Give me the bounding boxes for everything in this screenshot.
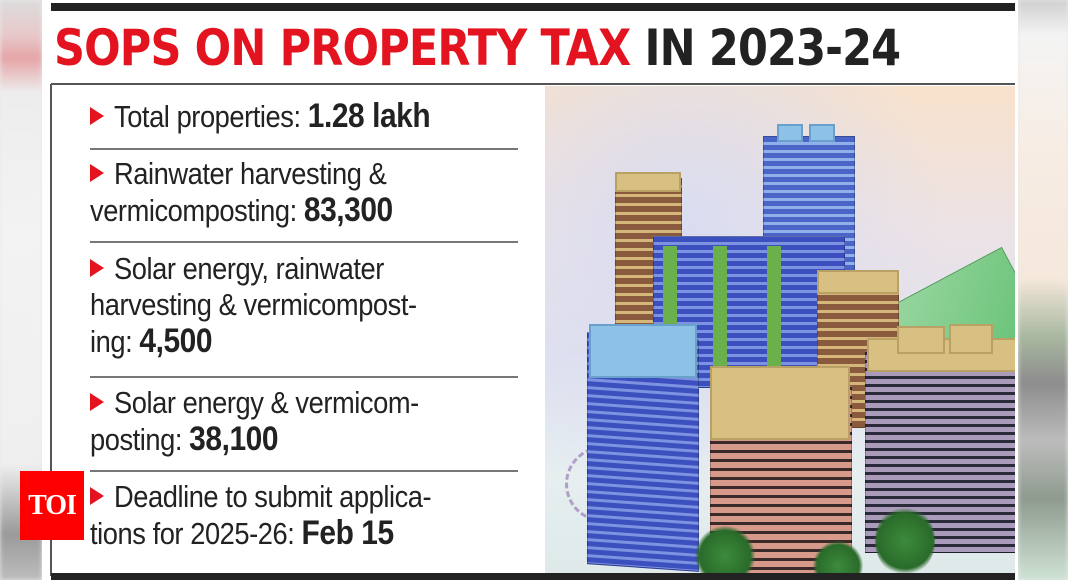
item-value: 38,100	[189, 420, 279, 458]
item-label: tions for 2025-26:	[90, 516, 302, 551]
item-label: ing:	[90, 324, 140, 359]
item-label: posting:	[90, 422, 190, 457]
divider	[90, 148, 518, 150]
building-roof	[615, 172, 681, 192]
item-value: 1.28 lakh	[307, 97, 431, 135]
list-item-total-properties: Total properties: 1.28 lakh	[90, 98, 520, 135]
building-roof-block	[809, 124, 835, 142]
infographic-title: SOPS ON PROPERTY TAX IN 2023-24	[54, 16, 902, 80]
item-label: vermicomposting:	[90, 193, 304, 228]
apartment-buildings-illustration	[545, 86, 1015, 573]
divider	[90, 241, 518, 243]
tree	[875, 506, 935, 573]
item-value: 4,500	[139, 322, 213, 360]
building-roof-block	[949, 324, 993, 354]
item-value: 83,300	[303, 191, 393, 229]
item-label: Rainwater harvesting &	[114, 156, 387, 191]
list-item-deadline: Deadline to submit applica- tions for 20…	[90, 479, 520, 552]
item-value: Feb 15	[301, 514, 395, 552]
tree	[695, 526, 755, 573]
item-label: Total properties:	[114, 99, 308, 134]
building-roof	[817, 270, 899, 294]
chevron-right-icon	[90, 392, 104, 411]
top-bar	[51, 3, 1015, 11]
chevron-right-icon	[90, 163, 104, 182]
list-item-rainwater-vermicomposting: Rainwater harvesting & vermicomposting: …	[90, 156, 520, 229]
left-border	[50, 84, 52, 576]
toi-logo-badge: TOI	[20, 471, 84, 540]
building-accent	[713, 246, 727, 386]
bottom-bar	[51, 573, 1015, 580]
item-label: Solar energy & vermicom-	[114, 385, 419, 420]
item-label: harvesting & vermicompost-	[90, 287, 417, 322]
building-roof-block	[777, 124, 803, 142]
divider	[90, 376, 518, 378]
building-roof	[710, 366, 850, 440]
list-item-solar-rainwater-vermicomposting: Solar energy, rainwater harvesting & ver…	[90, 251, 520, 360]
divider	[90, 470, 518, 472]
title-year: IN 2023-24	[644, 19, 902, 77]
blurred-background-right	[1018, 0, 1068, 580]
chevron-right-icon	[90, 258, 104, 277]
title-highlight: SOPS ON PROPERTY TAX	[54, 19, 631, 77]
list-item-solar-vermicomposting: Solar energy & vermicom- posting: 38,100	[90, 385, 520, 458]
building-blue-green	[653, 236, 845, 388]
building-accent	[767, 246, 781, 386]
title-rule	[51, 83, 1015, 85]
infographic-card: SOPS ON PROPERTY TAX IN 2023-24 Total pr…	[42, 0, 1018, 580]
building-roof	[589, 324, 697, 378]
building-roof-block	[897, 326, 945, 354]
chevron-right-icon	[90, 106, 104, 125]
chevron-right-icon	[90, 486, 104, 505]
item-label: Solar energy, rainwater	[114, 251, 384, 286]
item-label: Deadline to submit applica-	[114, 479, 432, 514]
